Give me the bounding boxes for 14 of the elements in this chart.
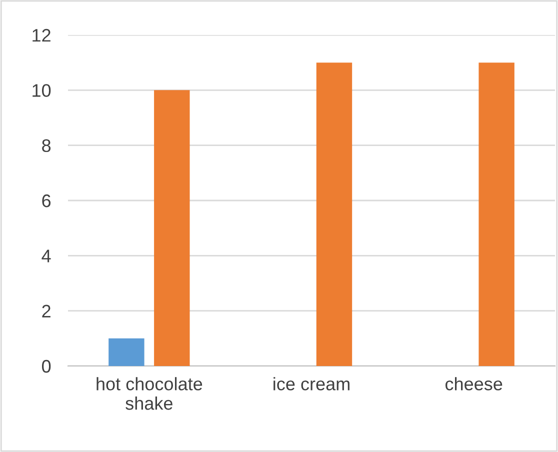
bar bbox=[316, 62, 352, 366]
x-tick-label: ice cream bbox=[274, 377, 350, 390]
y-tick-label: 4 bbox=[42, 250, 51, 262]
bar bbox=[154, 90, 190, 366]
y-tick-label: 0 bbox=[42, 360, 51, 373]
x-tick-label: cheese bbox=[445, 377, 502, 390]
bar bbox=[478, 62, 514, 366]
x-tick-label: hot chocolate shake bbox=[96, 377, 202, 410]
bar bbox=[108, 338, 144, 366]
y-tick-label: 8 bbox=[42, 139, 51, 152]
y-tick-label: 2 bbox=[42, 304, 50, 318]
y-tick-label: 12 bbox=[32, 28, 50, 42]
y-tick-label: 10 bbox=[32, 84, 51, 97]
y-tick-label: 6 bbox=[42, 194, 51, 208]
